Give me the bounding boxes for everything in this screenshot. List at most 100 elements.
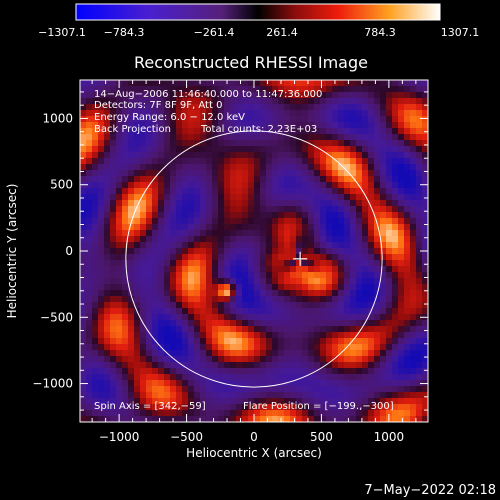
heatmap-cell <box>374 392 381 399</box>
heatmap-cell <box>362 350 369 357</box>
heatmap-cell <box>104 290 111 297</box>
heatmap-cell <box>338 302 345 309</box>
heatmap-cell <box>140 326 147 333</box>
heatmap-cell <box>284 386 291 393</box>
heatmap-cell <box>182 356 189 363</box>
heatmap-cell <box>104 104 111 111</box>
heatmap-cell <box>284 314 291 321</box>
heatmap-cell <box>80 242 87 249</box>
heatmap-cell <box>338 128 345 135</box>
heatmap-cell <box>398 392 405 399</box>
heatmap-cell <box>146 410 153 417</box>
heatmap-cell <box>356 128 363 135</box>
heatmap-cell <box>416 236 423 243</box>
heatmap-cell <box>374 374 381 381</box>
heatmap-cell <box>116 212 123 219</box>
heatmap-cell <box>104 122 111 129</box>
heatmap-cell <box>200 164 207 171</box>
heatmap-cell <box>140 332 147 339</box>
heatmap-cell <box>284 230 291 237</box>
heatmap-cell <box>194 158 201 165</box>
heatmap-cell <box>338 110 345 117</box>
heatmap-cell <box>242 236 249 243</box>
heatmap-cell <box>368 302 375 309</box>
heatmap-cell <box>140 296 147 303</box>
heatmap-cell <box>254 284 261 291</box>
heatmap-cell <box>80 410 87 417</box>
heatmap-cell <box>80 206 87 213</box>
heatmap-cell <box>308 92 315 99</box>
heatmap-cell <box>104 386 111 393</box>
heatmap-cell <box>266 164 273 171</box>
heatmap-cell <box>416 98 423 105</box>
heatmap-cell <box>248 254 255 261</box>
heatmap-cell <box>308 338 315 345</box>
heatmap-cell <box>356 296 363 303</box>
heatmap-cell <box>296 308 303 315</box>
heatmap-cell <box>206 140 213 147</box>
heatmap-cell <box>416 146 423 153</box>
heatmap-cell <box>212 194 219 201</box>
heatmap-cell <box>110 284 117 291</box>
heatmap-cell <box>92 158 99 165</box>
heatmap-cell <box>290 296 297 303</box>
heatmap-cell <box>296 296 303 303</box>
heatmap-cell <box>92 98 99 105</box>
heatmap-cell <box>80 212 87 219</box>
heatmap-cell <box>86 410 93 417</box>
heatmap-cell <box>308 152 315 159</box>
heatmap-cell <box>326 182 333 189</box>
heatmap-cell <box>116 320 123 327</box>
heatmap-cell <box>98 98 105 105</box>
heatmap-cell <box>344 296 351 303</box>
heatmap-cell <box>380 266 387 273</box>
heatmap-cell <box>230 134 237 141</box>
heatmap-cell <box>278 338 285 345</box>
heatmap-cell <box>158 134 165 141</box>
heatmap-cell <box>242 344 249 351</box>
heatmap-cell <box>152 116 159 123</box>
heatmap-cell <box>374 158 381 165</box>
heatmap-cell <box>224 278 231 285</box>
heatmap-cell <box>218 158 225 165</box>
heatmap-cell <box>386 272 393 279</box>
x-tick-label: 500 <box>310 430 333 444</box>
heatmap-cell <box>332 266 339 273</box>
heatmap-cell <box>368 272 375 279</box>
heatmap-cell <box>410 296 417 303</box>
heatmap-cell <box>164 212 171 219</box>
heatmap-cell <box>140 182 147 189</box>
heatmap-cell <box>416 302 423 309</box>
heatmap-cell <box>104 170 111 177</box>
heatmap-cell <box>206 302 213 309</box>
heatmap-cell <box>218 320 225 327</box>
heatmap-cell <box>218 392 225 399</box>
heatmap-cell <box>344 320 351 327</box>
heatmap-cell <box>104 362 111 369</box>
heatmap-cell <box>422 344 428 351</box>
heatmap-cell <box>314 356 321 363</box>
heatmap-cell <box>374 338 381 345</box>
heatmap-cell <box>236 290 243 297</box>
heatmap-cell <box>146 206 153 213</box>
heatmap-cell <box>224 290 231 297</box>
heatmap-cell <box>212 128 219 135</box>
heatmap-cell <box>344 146 351 153</box>
heatmap-cell <box>338 230 345 237</box>
heatmap-cell <box>212 362 219 369</box>
heatmap-cell <box>380 302 387 309</box>
heatmap-cell <box>386 188 393 195</box>
heatmap-cell <box>230 182 237 189</box>
heatmap-cell <box>104 140 111 147</box>
heatmap-cell <box>320 416 327 422</box>
heatmap-cell <box>98 362 105 369</box>
heatmap-cell <box>86 116 93 123</box>
heatmap-cells <box>80 80 428 422</box>
heatmap-cell <box>104 218 111 225</box>
heatmap-cell <box>278 188 285 195</box>
heatmap-cell <box>134 398 141 405</box>
heatmap-cell <box>248 152 255 159</box>
heatmap-cell <box>146 128 153 135</box>
heatmap-cell <box>272 170 279 177</box>
heatmap-cell <box>194 338 201 345</box>
